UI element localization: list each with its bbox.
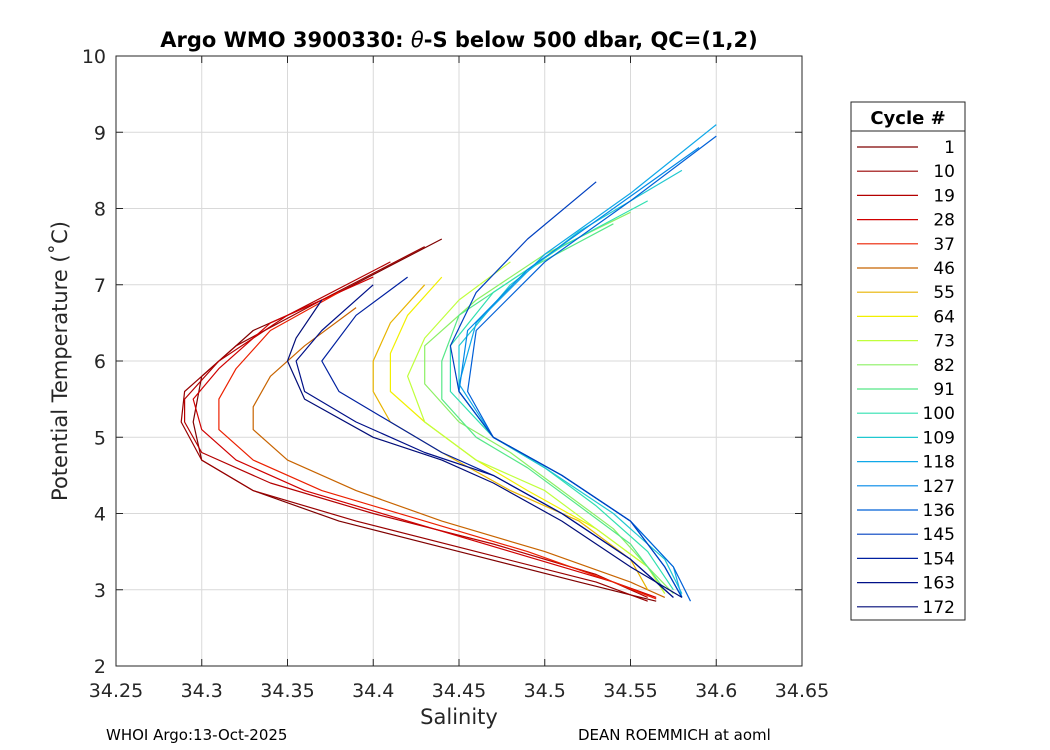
series-line-cycle-46 [252, 307, 666, 598]
legend-label: 37 [933, 235, 955, 255]
series-line-cycle-172 [286, 299, 683, 598]
legend-label: 28 [933, 211, 955, 231]
series-line-cycle-19 [184, 261, 648, 598]
grid [115, 55, 803, 667]
y-tick-label: 5 [94, 427, 106, 449]
legend-label: 118 [923, 453, 955, 473]
legend-label: 55 [933, 283, 955, 303]
x-tick-label: 34.5 [524, 680, 566, 702]
legend-title: Cycle # [870, 108, 945, 129]
legend-label: 172 [923, 598, 955, 618]
chart-title: Argo WMO 3900330: θ-S below 500 dbar, QC… [160, 28, 757, 52]
series-line-cycle-136 [467, 135, 717, 602]
series-line-cycle-145 [449, 181, 683, 598]
legend-label: 46 [933, 259, 955, 279]
footer-right: DEAN ROEMMICH at aoml [578, 726, 771, 744]
legend-label: 10 [933, 162, 955, 182]
x-axis-label: Salinity [420, 705, 498, 729]
title-suffix: -S below 500 dbar, QC=(1,2) [424, 28, 758, 52]
x-tick-label: 34.65 [775, 680, 829, 702]
legend-label: 136 [923, 501, 955, 521]
y-tick-labels: 2 3 4 5 6 7 8 9 10 [82, 46, 106, 678]
legend-label: 1 [944, 138, 955, 158]
legend-label: 64 [933, 307, 955, 327]
y-tick-label: 3 [94, 580, 106, 602]
y-tick-label: 6 [94, 351, 106, 373]
legend-label: 19 [933, 186, 955, 206]
y-axis-label: Potential Temperature (˚C) [48, 221, 72, 501]
legend-label: 154 [923, 549, 955, 569]
x-tick-label: 34.4 [352, 680, 394, 702]
series-line-cycle-37 [218, 291, 657, 600]
legend-label: 73 [933, 332, 955, 352]
legend-label: 163 [923, 574, 955, 594]
legend-label: 82 [933, 356, 955, 376]
x-tick-label: 34.6 [695, 680, 737, 702]
x-tick-label: 34.55 [603, 680, 657, 702]
legend-label: 127 [923, 477, 955, 497]
legend-label: 91 [933, 380, 955, 400]
title-prefix: Argo WMO 3900330: [160, 28, 411, 52]
x-tick-label: 34.45 [432, 680, 486, 702]
legend-entries: 1 10 19 28 37 46 55 64 73 82 91 100 109 118 127 136 145 1… [857, 138, 955, 618]
series-line-cycle-163 [295, 284, 674, 598]
x-tick-labels: 34.25 34.3 34.35 34.4 34.45 34.5 34.55 34.6 34.6… [89, 680, 829, 702]
y-tick-label: 7 [94, 275, 106, 297]
x-tick-label: 34.35 [260, 680, 314, 702]
x-tick-label: 34.3 [181, 680, 223, 702]
y-tick-label: 10 [82, 46, 106, 68]
series-line-cycle-73 [407, 261, 666, 594]
legend-label: 145 [923, 525, 955, 545]
legend: Cycle # 1 10 19 28 37 46 55 64 73 82 91 100 109 118 12… [850, 101, 966, 621]
series-line-cycle-28 [192, 276, 657, 598]
y-tick-label: 9 [94, 122, 106, 144]
footer-left: WHOI Argo:13-Oct-2025 [106, 726, 287, 744]
legend-label: 109 [923, 428, 955, 448]
title-theta: θ [411, 28, 424, 52]
ticks [115, 55, 803, 667]
series-group [180, 124, 717, 602]
y-tick-label: 8 [94, 199, 106, 221]
x-tick-label: 34.25 [89, 680, 143, 702]
legend-label: 100 [923, 404, 955, 424]
series-line-cycle-82 [424, 211, 674, 595]
y-tick-label: 4 [94, 504, 106, 526]
y-tick-label: 2 [94, 656, 106, 678]
